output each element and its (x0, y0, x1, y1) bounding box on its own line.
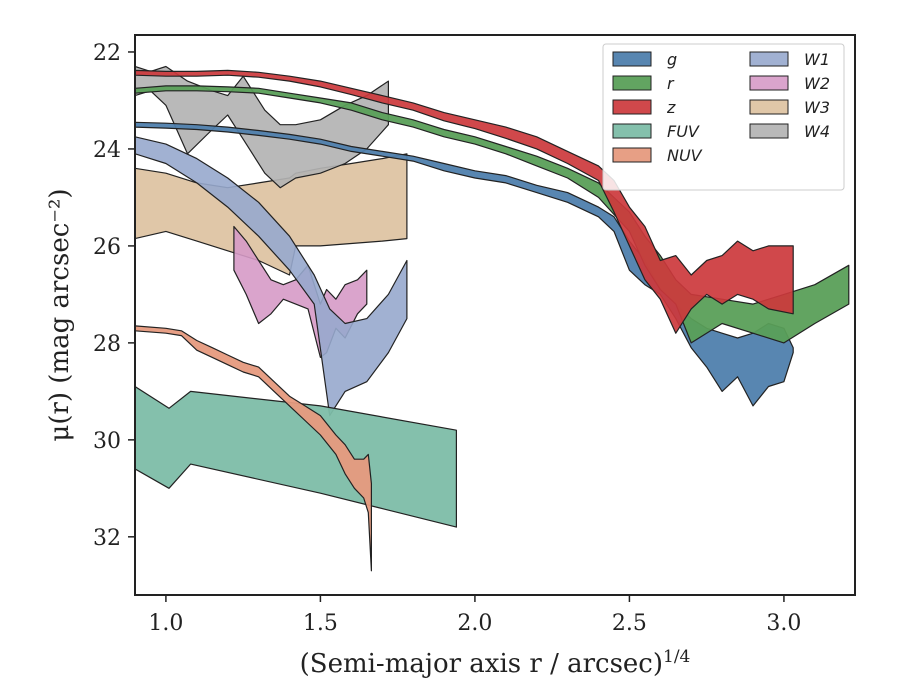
y-tick-label: 32 (93, 526, 121, 551)
legend-label-w3: W3 (804, 98, 830, 117)
y-tick-label: 28 (93, 332, 121, 357)
x-tick-label: 2.0 (457, 611, 492, 636)
legend-swatch-fuv (612, 123, 652, 139)
legend-swatch-w2 (749, 75, 789, 91)
x-axis: 1.0 1.5 2.0 2.5 3.0 (148, 595, 801, 636)
x-tick-label: 2.5 (612, 611, 647, 636)
y-tick-label: 30 (93, 429, 121, 454)
legend-label-z: z (666, 98, 676, 117)
legend-label-nuv: NUV (667, 146, 703, 165)
legend-label-g: g (667, 50, 677, 69)
legend-swatch-r (612, 75, 652, 91)
y-tick-label: 26 (93, 235, 121, 260)
legend-swatch-w3 (749, 99, 789, 115)
band-g (135, 121, 794, 407)
legend-label-w4: W4 (804, 122, 830, 141)
band-nuv (135, 325, 372, 572)
y-axis: 22 24 26 28 30 32 (93, 41, 135, 551)
legend: grz FUV NUV W1 W2 W3 W4 (602, 43, 845, 191)
x-axis-label: (Semi-major axis r / arcsec)1/4 (300, 647, 691, 679)
y-tick-label: 24 (93, 138, 121, 163)
band-w1 (135, 136, 408, 417)
legend-label-w2: W2 (804, 74, 830, 93)
legend-label-r: r (667, 74, 675, 93)
band-z (135, 69, 794, 334)
x-tick-label: 1.5 (303, 611, 338, 636)
legend-swatch-w1 (749, 51, 789, 67)
legend-swatch-w4 (749, 123, 789, 139)
y-tick-label: 22 (93, 41, 121, 66)
y-axis-label: μ(r) (mag arcsec⁻²) (45, 188, 75, 441)
band-fuv (135, 385, 457, 528)
legend-swatch-nuv (612, 147, 652, 163)
band-w4 (135, 65, 389, 189)
bands-layer (135, 65, 850, 572)
plot-frame (134, 34, 856, 596)
legend-label-fuv: FUV (667, 122, 700, 141)
legend-swatch-z (612, 99, 652, 115)
x-tick-label: 3.0 (766, 611, 801, 636)
legend-label-w1: W1 (804, 50, 830, 69)
x-tick-label: 1.0 (148, 611, 183, 636)
legend-swatch-g (612, 51, 652, 67)
